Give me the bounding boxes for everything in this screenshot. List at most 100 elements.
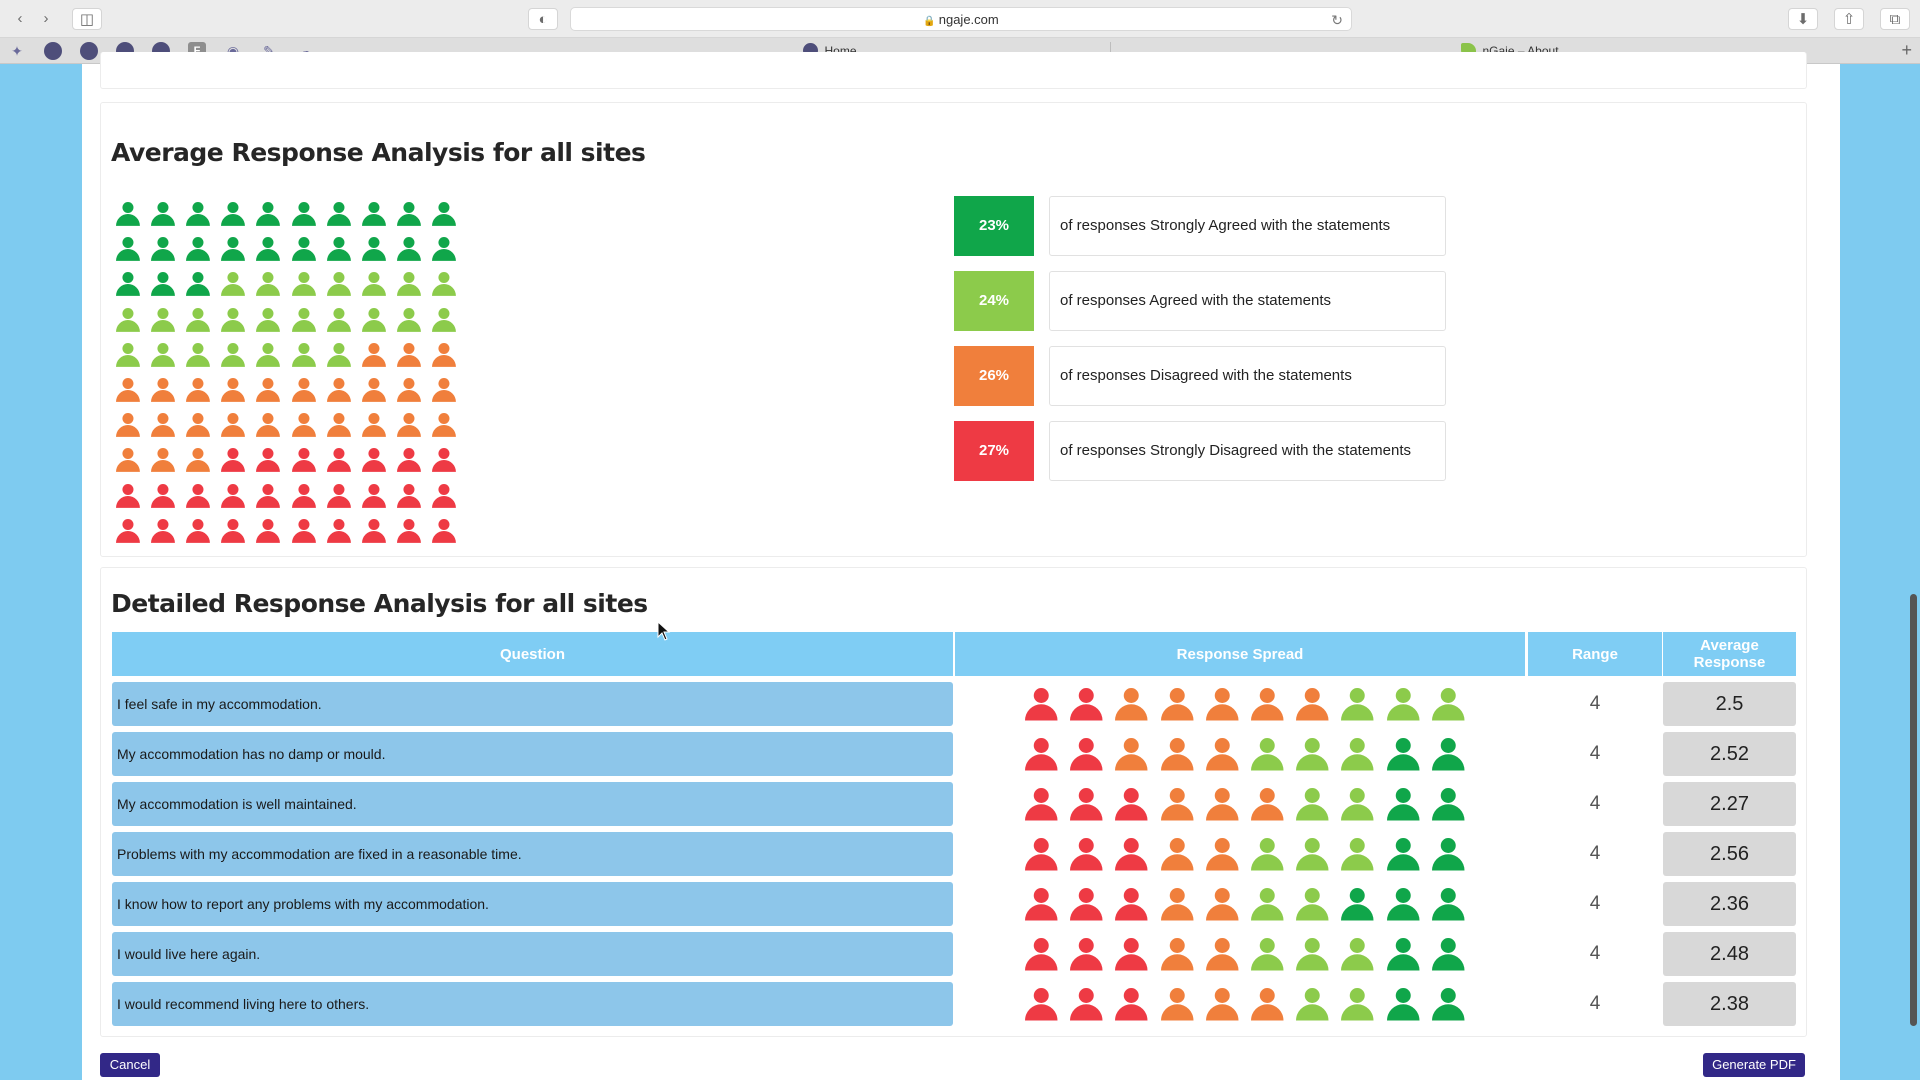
sidebar-toggle-icon[interactable]: ◫ — [72, 8, 102, 30]
person-icon — [361, 413, 386, 441]
browser-toolbar: ‹ › ◫ ◐ 🔒 ngaje.com ↻ ⬇ ⇧ ⧉ — [0, 0, 1920, 38]
person-icon — [116, 342, 140, 371]
person-icon — [361, 342, 386, 371]
person-icon — [256, 413, 281, 441]
person-icon — [1025, 838, 1058, 876]
person-icon — [431, 378, 456, 406]
person-icon — [1251, 738, 1284, 776]
average-response-cell: 2.5 — [1663, 682, 1796, 726]
person-icon — [1296, 938, 1329, 976]
average-response-cell: 2.52 — [1663, 732, 1796, 776]
person-icon — [431, 342, 456, 371]
person-icon — [1386, 738, 1420, 776]
cancel-button[interactable]: Cancel — [100, 1053, 160, 1077]
person-icon — [1386, 988, 1420, 1026]
person-icon — [186, 378, 211, 406]
person-icon — [431, 272, 456, 300]
lock-icon: 🔒 — [923, 16, 936, 27]
person-icon — [256, 483, 281, 512]
page-scrollbar[interactable] — [1910, 594, 1917, 1026]
user-favicon-icon[interactable] — [44, 42, 62, 60]
person-icon — [396, 272, 421, 300]
share-icon[interactable]: ⇧ — [1834, 8, 1864, 30]
person-icon — [1070, 838, 1103, 876]
person-icon — [151, 237, 176, 265]
person-icon — [1296, 888, 1329, 926]
range-cell: 4 — [1589, 993, 1601, 1014]
person-icon — [1205, 688, 1239, 726]
person-icon — [1070, 988, 1103, 1026]
edit-favicon-icon[interactable]: ✎ — [263, 43, 275, 59]
person-icon — [291, 272, 316, 300]
person-icon — [221, 237, 246, 265]
person-icon — [1341, 688, 1374, 726]
person-icon — [256, 342, 281, 371]
generate-pdf-button[interactable]: Generate PDF — [1703, 1053, 1805, 1077]
person-icon — [326, 448, 351, 476]
person-icon — [431, 518, 456, 547]
person-icon — [186, 518, 211, 547]
person-icon — [326, 413, 351, 441]
person-icon — [221, 202, 246, 230]
person-icon — [431, 202, 456, 230]
person-icon — [1025, 938, 1058, 976]
person-icon — [256, 518, 281, 547]
person-icon — [1070, 738, 1103, 776]
range-cell: 4 — [1589, 843, 1601, 864]
person-icon — [1205, 938, 1239, 976]
person-icon — [1341, 888, 1374, 926]
download-icon[interactable]: ⬇ — [1788, 8, 1818, 30]
person-icon — [1296, 738, 1329, 776]
person-icon — [116, 202, 140, 230]
person-icon — [326, 237, 351, 265]
question-cell: I would recommend living here to others. — [112, 982, 953, 1026]
person-icon — [396, 483, 421, 512]
person-icon — [1160, 788, 1194, 826]
person-icon — [291, 378, 316, 406]
user-favicon-icon[interactable] — [80, 42, 98, 60]
person-icon — [326, 518, 351, 547]
detailed-section-title: Detailed Response Analysis for all sites — [111, 589, 648, 618]
url-text: ngaje.com — [938, 12, 999, 27]
average-section-title: Average Response Analysis for all sites — [111, 138, 646, 167]
agreed-description: of responses Agreed with the statements — [1049, 271, 1446, 331]
person-icon — [1251, 888, 1284, 926]
person-icon — [256, 307, 281, 336]
tabs-overview-icon[interactable]: ⧉ — [1880, 8, 1910, 30]
person-icon — [1296, 838, 1329, 876]
person-icon — [291, 413, 316, 441]
person-icon — [291, 483, 316, 512]
strongly-agreed-description: of responses Strongly Agreed with the st… — [1049, 196, 1446, 256]
person-icon — [361, 448, 386, 476]
person-icon — [1431, 738, 1465, 776]
person-icon — [396, 448, 421, 476]
person-icon — [326, 307, 351, 336]
back-icon[interactable]: ‹ — [17, 10, 23, 27]
person-icon — [1251, 838, 1284, 876]
person-icon — [151, 202, 176, 230]
bird-favicon-icon[interactable]: ✦ — [11, 43, 23, 59]
person-icon — [186, 448, 211, 476]
person-icon — [361, 237, 386, 265]
person-icon — [186, 202, 211, 230]
person-icon — [431, 307, 456, 336]
person-icon — [116, 237, 140, 265]
person-icon — [361, 202, 386, 230]
person-icon — [1115, 988, 1148, 1026]
new-tab-icon[interactable]: + — [1901, 40, 1912, 60]
person-icon — [186, 272, 211, 300]
person-icon — [396, 378, 421, 406]
reload-icon[interactable]: ↻ — [1331, 12, 1343, 28]
privacy-shield-icon[interactable]: ◐ — [528, 8, 558, 30]
person-icon — [1251, 688, 1284, 726]
person-icon — [1025, 738, 1058, 776]
person-icon — [256, 202, 281, 230]
question-cell: I know how to report any problems with m… — [112, 882, 953, 926]
person-icon — [1025, 788, 1058, 826]
person-icon — [396, 237, 421, 265]
forward-icon[interactable]: › — [43, 10, 49, 27]
person-icon — [1070, 688, 1103, 726]
address-bar[interactable]: 🔒 ngaje.com ↻ — [570, 7, 1352, 31]
person-icon — [221, 518, 246, 547]
person-icon — [221, 307, 246, 336]
